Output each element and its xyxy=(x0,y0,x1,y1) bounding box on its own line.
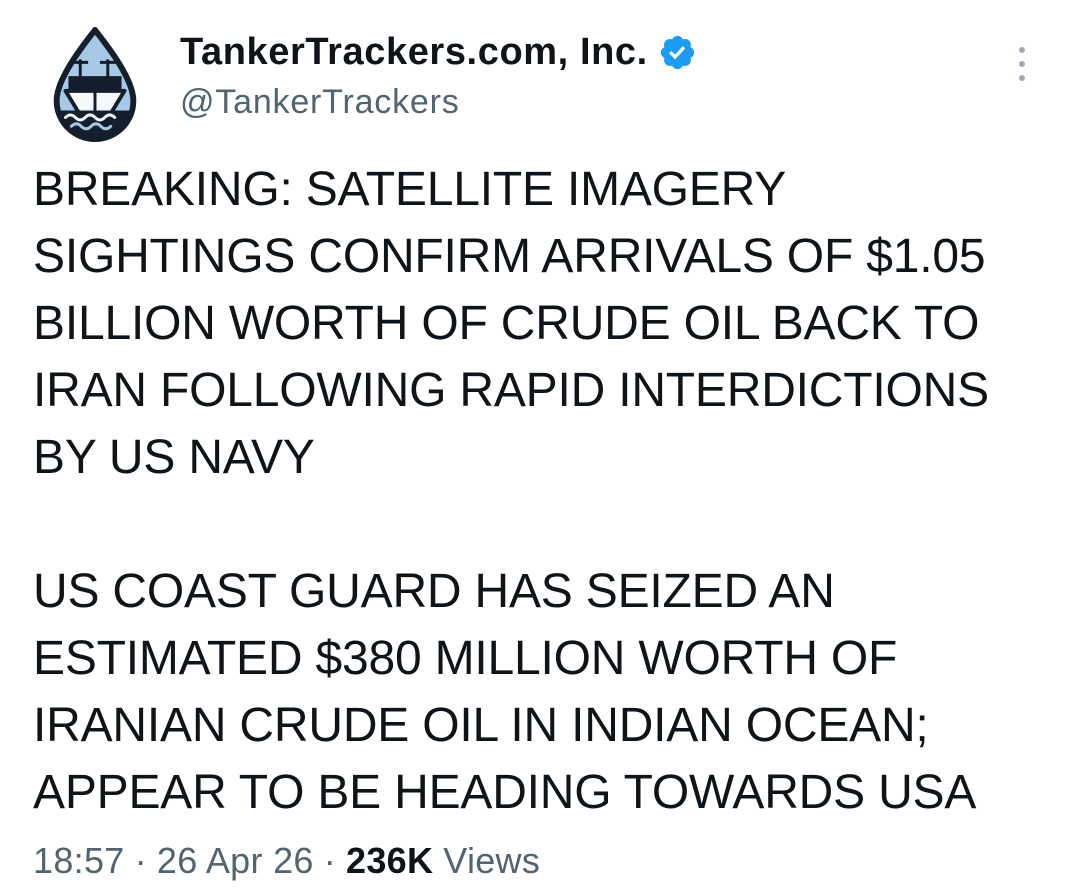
tanker-drop-logo-icon xyxy=(36,25,154,143)
verified-badge-icon xyxy=(658,33,697,72)
date: 26 Apr 26 xyxy=(156,840,314,881)
user-names-block: TankerTrackers.com, Inc. @TankerTrackers xyxy=(180,25,697,122)
more-menu-button[interactable] xyxy=(1004,40,1040,92)
separator-dot: · xyxy=(323,840,337,881)
user-handle[interactable]: @TankerTrackers xyxy=(180,83,460,121)
tweet-footer: 18:57 · 26 Apr 26 · 236K Views xyxy=(33,840,1040,882)
tweet-header: TankerTrackers.com, Inc. @TankerTrackers xyxy=(0,0,1080,143)
separator-dot: · xyxy=(134,840,147,881)
views-count: 236K xyxy=(346,840,434,881)
display-name[interactable]: TankerTrackers.com, Inc. xyxy=(180,31,648,73)
views-label: Views xyxy=(443,840,541,881)
tweet-text: BREAKING: SATELLITE IMAGERY SIGHTINGS CO… xyxy=(33,163,989,819)
avatar[interactable] xyxy=(36,25,154,143)
more-vertical-dots-icon xyxy=(1016,44,1028,89)
timestamp: 18:57 xyxy=(33,840,125,881)
